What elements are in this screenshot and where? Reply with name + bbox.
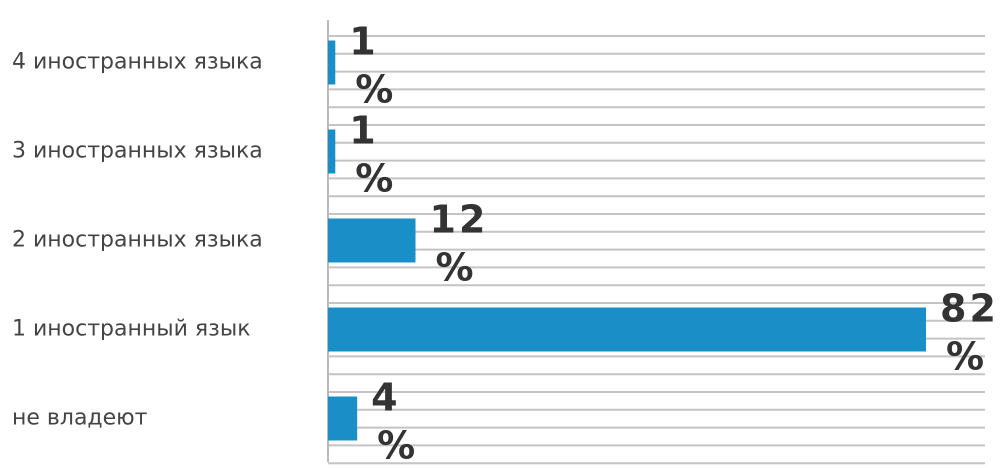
category-label: 2 иностранных языка [12,228,263,253]
value-label: 82% [940,287,999,379]
bar [328,40,336,85]
bar [328,307,926,352]
bar [328,218,416,263]
bar [328,396,358,441]
category-label: 3 иностранных языка [12,139,263,164]
value-label: 4% [371,376,418,468]
value-label: 1% [349,20,396,112]
category-label: не владеют [12,406,148,431]
value-label: 12% [430,198,489,290]
value-label: 1% [349,109,396,201]
bar [328,129,336,174]
category-label: 4 иностранных языка [12,50,263,75]
category-label: 1 иностранный язык [12,317,251,342]
